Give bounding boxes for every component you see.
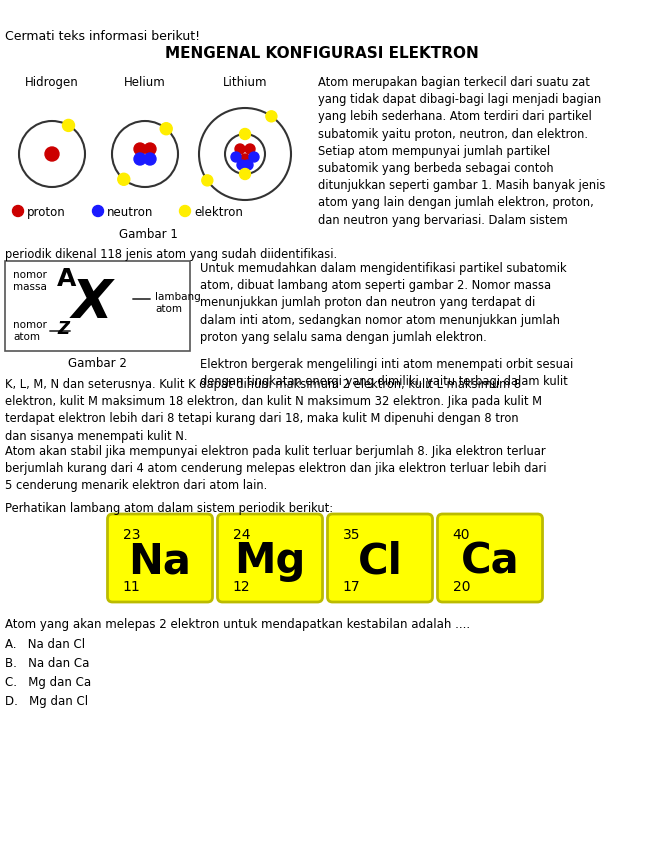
- Text: Lithium: Lithium: [223, 76, 267, 89]
- Text: Perhatikan lambang atom dalam sistem periodik berikut:: Perhatikan lambang atom dalam sistem per…: [5, 502, 333, 515]
- FancyBboxPatch shape: [328, 515, 433, 602]
- Text: 24: 24: [232, 527, 250, 541]
- FancyBboxPatch shape: [217, 515, 322, 602]
- Text: 12: 12: [232, 579, 250, 593]
- Text: Gambar 2: Gambar 2: [68, 357, 127, 370]
- Text: Cermati teks informasi berikut!: Cermati teks informasi berikut!: [5, 30, 200, 43]
- Circle shape: [179, 206, 190, 217]
- Text: Elektron bergerak mengelilingi inti atom menempati orbit sesuai
dengan tingkatan: Elektron bergerak mengelilingi inti atom…: [200, 358, 573, 388]
- Circle shape: [12, 206, 23, 217]
- Circle shape: [235, 145, 245, 155]
- Text: Z: Z: [57, 320, 69, 337]
- Text: Na: Na: [128, 539, 192, 581]
- Circle shape: [266, 112, 277, 123]
- Text: 35: 35: [342, 527, 360, 541]
- Text: elektron: elektron: [194, 205, 243, 218]
- Circle shape: [160, 124, 172, 135]
- Circle shape: [144, 154, 156, 166]
- Text: periodik dikenal 118 jenis atom yang sudah diidentifikasi.: periodik dikenal 118 jenis atom yang sud…: [5, 248, 337, 261]
- Text: K, L, M, N dan seterusnya. Kulit K dapat dihuni maksimum 2 elektron, kulit L mak: K, L, M, N dan seterusnya. Kulit K dapat…: [5, 377, 542, 442]
- Text: X: X: [72, 277, 113, 329]
- Text: D.   Mg dan Cl: D. Mg dan Cl: [5, 694, 88, 707]
- Text: 20: 20: [453, 579, 470, 593]
- Circle shape: [239, 130, 250, 141]
- Text: proton: proton: [27, 205, 66, 218]
- Text: nomor
massa: nomor massa: [13, 270, 47, 291]
- Text: 23: 23: [123, 527, 140, 541]
- Circle shape: [240, 155, 250, 164]
- Text: Cl: Cl: [357, 539, 402, 581]
- FancyBboxPatch shape: [437, 515, 542, 602]
- Circle shape: [243, 161, 253, 170]
- Text: nomor
atom: nomor atom: [13, 320, 47, 341]
- Text: lambang
atom: lambang atom: [155, 291, 201, 314]
- Circle shape: [45, 148, 59, 162]
- Circle shape: [202, 176, 213, 187]
- Text: Gambar 1: Gambar 1: [119, 227, 177, 241]
- Circle shape: [134, 154, 146, 166]
- Circle shape: [249, 153, 259, 163]
- Text: Mg: Mg: [234, 539, 306, 581]
- Circle shape: [63, 120, 75, 132]
- Text: Untuk memudahkan dalam mengidentifikasi partikel subatomik
atom, dibuat lambang : Untuk memudahkan dalam mengidentifikasi …: [200, 262, 566, 343]
- Text: B.   Na dan Ca: B. Na dan Ca: [5, 656, 90, 669]
- FancyBboxPatch shape: [108, 515, 212, 602]
- Circle shape: [118, 174, 130, 186]
- Text: Atom yang akan melepas 2 elektron untuk mendapatkan kestabilan adalah ....: Atom yang akan melepas 2 elektron untuk …: [5, 618, 470, 630]
- Circle shape: [134, 144, 146, 156]
- Text: Helium: Helium: [124, 76, 166, 89]
- Circle shape: [237, 161, 247, 170]
- Text: Hidrogen: Hidrogen: [25, 76, 79, 89]
- Text: A.   Na dan Cl: A. Na dan Cl: [5, 637, 85, 650]
- Circle shape: [144, 144, 156, 156]
- Text: C.   Mg dan Ca: C. Mg dan Ca: [5, 675, 91, 688]
- Circle shape: [239, 170, 250, 181]
- Text: 40: 40: [453, 527, 470, 541]
- Text: MENGENAL KONFIGURASI ELEKTRON: MENGENAL KONFIGURASI ELEKTRON: [165, 46, 479, 61]
- Circle shape: [231, 153, 241, 163]
- Text: Atom akan stabil jika mempunyai elektron pada kulit terluar berjumlah 8. Jika el: Atom akan stabil jika mempunyai elektron…: [5, 445, 546, 492]
- Text: neutron: neutron: [107, 205, 154, 218]
- Text: Ca: Ca: [461, 539, 519, 581]
- Text: 11: 11: [123, 579, 140, 593]
- Text: 17: 17: [342, 579, 360, 593]
- Circle shape: [245, 145, 255, 155]
- Text: A: A: [57, 267, 76, 291]
- FancyBboxPatch shape: [5, 262, 190, 352]
- Circle shape: [92, 206, 103, 217]
- Text: Atom merupakan bagian terkecil dari suatu zat
yang tidak dapat dibagi-bagi lagi : Atom merupakan bagian terkecil dari suat…: [318, 76, 606, 227]
